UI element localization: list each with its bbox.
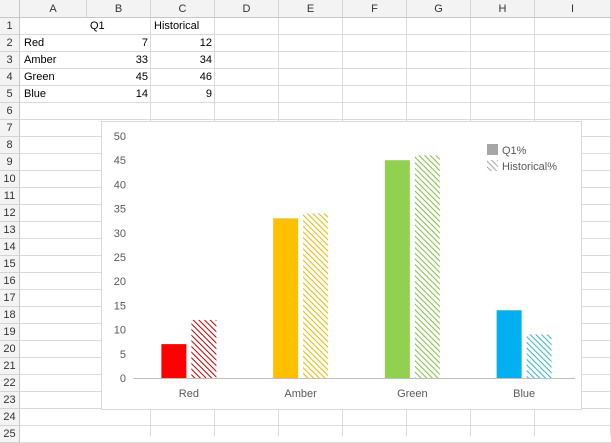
row-header-12[interactable]: 12 xyxy=(0,205,20,222)
legend-swatch-historical xyxy=(487,160,498,171)
y-tick-label: 40 xyxy=(114,179,126,191)
row-gridline xyxy=(20,425,611,426)
column-header-g[interactable]: G xyxy=(407,0,471,18)
row-header-14[interactable]: 14 xyxy=(0,239,20,256)
bar-green-q1 xyxy=(384,160,410,378)
row-header-20[interactable]: 20 xyxy=(0,341,20,358)
bar-blue-historical xyxy=(526,334,552,378)
row-header-1[interactable]: 1 xyxy=(0,18,20,35)
row-header-25[interactable]: 25 xyxy=(0,426,20,443)
y-tick-label: 45 xyxy=(114,155,126,167)
bar-amber-q1 xyxy=(273,218,299,378)
cell-a2[interactable]: Red xyxy=(24,37,45,49)
row-header-24[interactable]: 24 xyxy=(0,409,20,426)
x-category-label: Green xyxy=(397,388,428,400)
column-header-b[interactable]: B xyxy=(87,0,151,18)
cell-a4[interactable]: Green xyxy=(24,71,55,83)
row-gridline xyxy=(20,102,611,103)
cell-c4[interactable]: 46 xyxy=(199,71,212,83)
column-header-e[interactable]: E xyxy=(279,0,343,18)
cell-c3[interactable]: 34 xyxy=(199,54,212,66)
column-header-h[interactable]: H xyxy=(471,0,535,18)
row-header-7[interactable]: 7 xyxy=(0,120,20,137)
row-header-16[interactable]: 16 xyxy=(0,273,20,290)
row-header-13[interactable]: 13 xyxy=(0,222,20,239)
legend-swatch-q1 xyxy=(487,144,498,155)
row-header-10[interactable]: 10 xyxy=(0,171,20,188)
embedded-bar-chart[interactable]: 0 5 10 15 20 25 30 35 40 45 50 Red Amber Green Blue Q1%… xyxy=(101,121,582,410)
x-category-label: Blue xyxy=(513,388,535,400)
row-header-23[interactable]: 23 xyxy=(0,392,20,409)
x-category-label: Red xyxy=(179,388,199,400)
row-header-21[interactable]: 21 xyxy=(0,358,20,375)
row-header-15[interactable]: 15 xyxy=(0,256,20,273)
row-header-17[interactable]: 17 xyxy=(0,290,20,307)
column-header-d[interactable]: D xyxy=(215,0,279,18)
row-header-19[interactable]: 19 xyxy=(0,324,20,341)
row-header-6[interactable]: 6 xyxy=(0,103,20,120)
column-header-f[interactable]: F xyxy=(343,0,407,18)
row-header-3[interactable]: 3 xyxy=(0,52,20,69)
row-gridline xyxy=(20,51,611,52)
row-gridline xyxy=(20,68,611,69)
cell-c2[interactable]: 12 xyxy=(199,37,212,49)
row-header-2[interactable]: 2 xyxy=(0,35,20,52)
select-all-corner[interactable] xyxy=(0,0,20,18)
row-header-18[interactable]: 18 xyxy=(0,307,20,324)
row-header-22[interactable]: 22 xyxy=(0,375,20,392)
column-header-c[interactable]: C xyxy=(151,0,215,18)
legend-label-q1: Q1% xyxy=(502,145,527,157)
y-tick-label: 25 xyxy=(114,252,126,264)
y-tick-label: 5 xyxy=(120,349,126,361)
cell-b1[interactable]: Q1 xyxy=(90,20,105,32)
row-gridline xyxy=(20,34,611,35)
chart-canvas: 0 5 10 15 20 25 30 35 40 45 50 Red Amber Green Blue Q1%… xyxy=(114,131,575,400)
row-header-5[interactable]: 5 xyxy=(0,86,20,103)
bar-red-q1 xyxy=(161,344,187,378)
y-tick-label: 10 xyxy=(114,325,126,337)
y-tick-label: 0 xyxy=(120,373,126,385)
cell-b4[interactable]: 45 xyxy=(135,71,148,83)
y-tick-label: 50 xyxy=(114,131,126,143)
y-tick-label: 15 xyxy=(114,300,126,312)
column-header-a[interactable]: A xyxy=(20,0,87,18)
cell-b5[interactable]: 14 xyxy=(135,88,148,100)
row-gridline xyxy=(20,119,611,120)
x-category-label: Amber xyxy=(284,388,317,400)
cell-c1[interactable]: Historical xyxy=(154,20,200,32)
legend-label-historical: Historical% xyxy=(502,161,557,173)
cell-b3[interactable]: 33 xyxy=(135,54,148,66)
column-header-i[interactable]: I xyxy=(535,0,611,18)
bar-green-historical xyxy=(414,155,440,378)
bar-blue-q1 xyxy=(496,310,522,378)
bar-red-historical xyxy=(191,319,217,378)
cell-c5[interactable]: 9 xyxy=(205,88,212,100)
cell-a3[interactable]: Amber xyxy=(24,54,57,66)
row-header-11[interactable]: 11 xyxy=(0,188,20,205)
row-header-4[interactable]: 4 xyxy=(0,69,20,86)
row-gridline xyxy=(20,85,611,86)
row-header-8[interactable]: 8 xyxy=(0,137,20,154)
y-tick-label: 20 xyxy=(114,276,126,288)
y-tick-label: 30 xyxy=(114,228,126,240)
cell-b2[interactable]: 7 xyxy=(141,37,148,49)
cell-a5[interactable]: Blue xyxy=(24,88,47,100)
row-header-9[interactable]: 9 xyxy=(0,154,20,171)
y-tick-label: 35 xyxy=(114,204,126,216)
bar-amber-historical xyxy=(303,213,329,378)
